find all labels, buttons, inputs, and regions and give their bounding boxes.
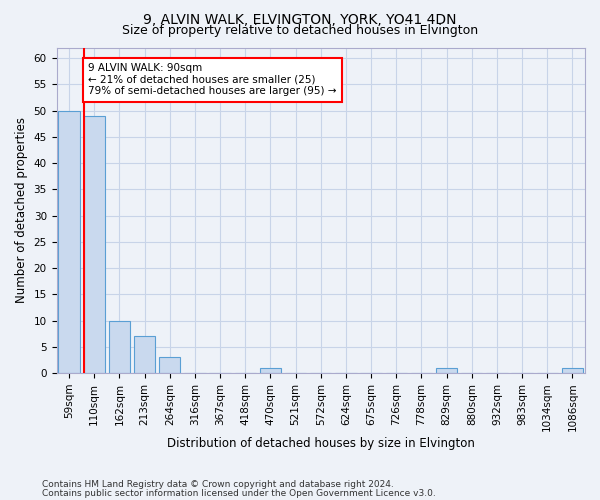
Bar <box>159 358 181 373</box>
Bar <box>134 336 155 373</box>
Bar <box>83 116 105 373</box>
Text: Size of property relative to detached houses in Elvington: Size of property relative to detached ho… <box>122 24 478 37</box>
Text: 9, ALVIN WALK, ELVINGTON, YORK, YO41 4DN: 9, ALVIN WALK, ELVINGTON, YORK, YO41 4DN <box>143 12 457 26</box>
Y-axis label: Number of detached properties: Number of detached properties <box>15 118 28 304</box>
X-axis label: Distribution of detached houses by size in Elvington: Distribution of detached houses by size … <box>167 437 475 450</box>
Bar <box>109 320 130 373</box>
Bar <box>436 368 457 373</box>
Text: Contains public sector information licensed under the Open Government Licence v3: Contains public sector information licen… <box>42 489 436 498</box>
Bar <box>260 368 281 373</box>
Text: Contains HM Land Registry data © Crown copyright and database right 2024.: Contains HM Land Registry data © Crown c… <box>42 480 394 489</box>
Bar <box>562 368 583 373</box>
Text: 9 ALVIN WALK: 90sqm
← 21% of detached houses are smaller (25)
79% of semi-detach: 9 ALVIN WALK: 90sqm ← 21% of detached ho… <box>88 64 337 96</box>
Bar <box>58 110 80 373</box>
